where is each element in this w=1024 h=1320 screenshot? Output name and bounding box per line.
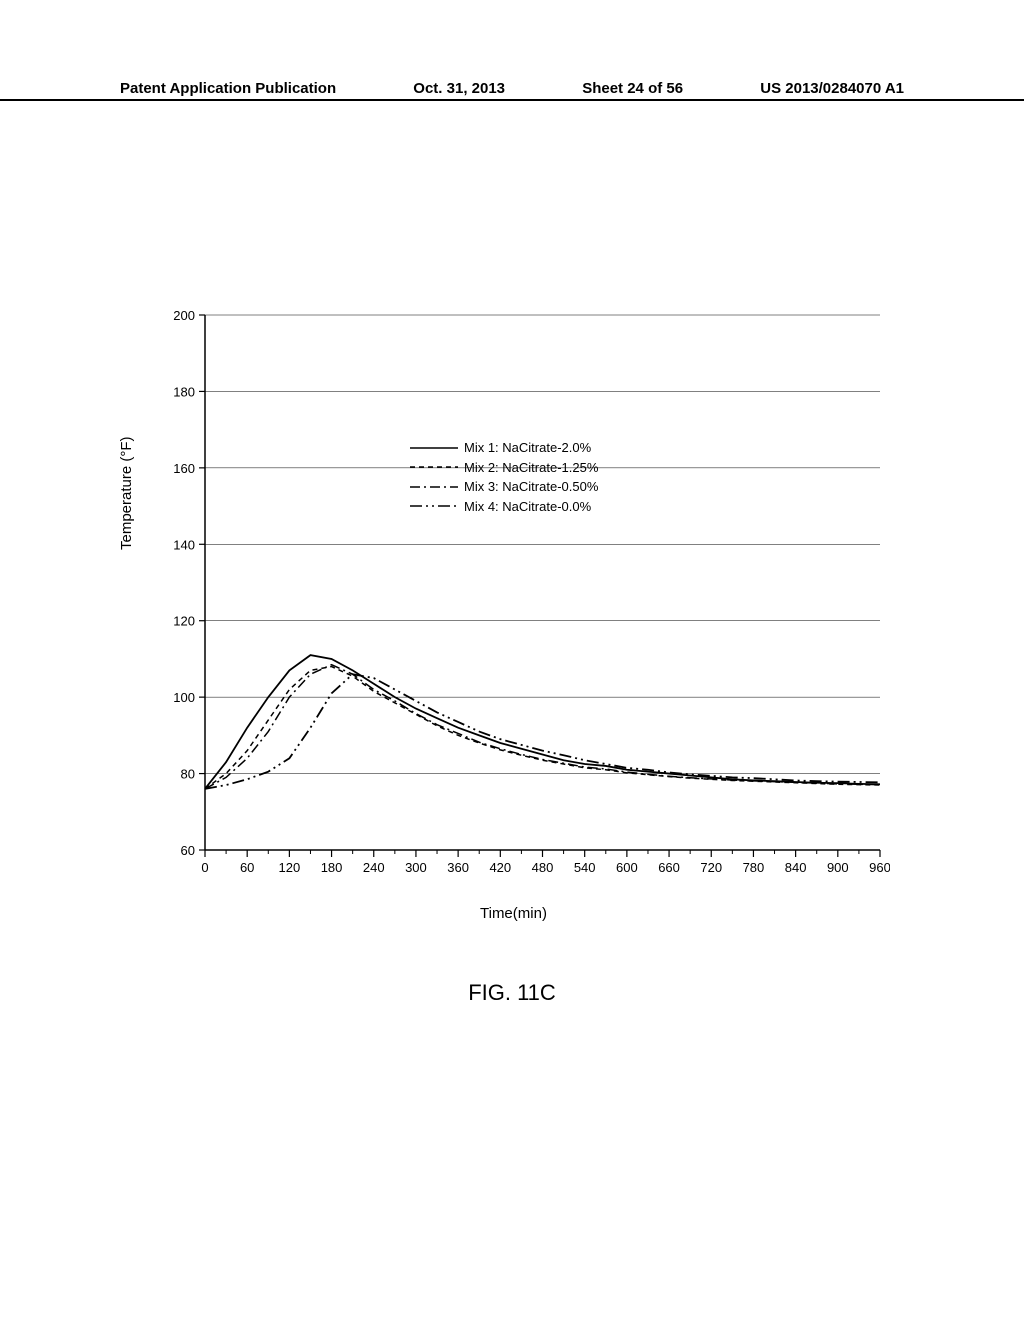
chart-svg: 60 80 100 120 140 160 180 200 0 60 120 180 240 300 360… <box>150 310 890 890</box>
svg-text:120: 120 <box>279 860 301 875</box>
svg-text:420: 420 <box>489 860 511 875</box>
svg-text:60: 60 <box>240 860 254 875</box>
patent-header: Patent Application Publication Oct. 31, … <box>0 80 1024 101</box>
legend-line-icon <box>410 499 458 513</box>
svg-text:600: 600 <box>616 860 638 875</box>
header-pubno: US 2013/0284070 A1 <box>760 80 904 97</box>
svg-text:0: 0 <box>201 860 208 875</box>
chart-container: 60 80 100 120 140 160 180 200 0 60 120 180 240 300 360… <box>150 310 890 890</box>
svg-text:480: 480 <box>532 860 554 875</box>
legend-label: Mix 2: NaCitrate-1.25% <box>464 458 598 478</box>
svg-text:160: 160 <box>173 461 195 476</box>
x-axis-label: Time(min) <box>480 905 547 922</box>
header-date: Oct. 31, 2013 <box>413 80 505 97</box>
figure-label: FIG. 11C <box>0 980 1024 1006</box>
legend-item: Mix 3: NaCitrate-0.50% <box>410 477 598 497</box>
svg-text:900: 900 <box>827 860 849 875</box>
legend-line-icon <box>410 480 458 494</box>
header-sheet: Sheet 24 of 56 <box>582 80 683 97</box>
header-pub-type: Patent Application Publication <box>120 80 336 97</box>
svg-text:200: 200 <box>173 310 195 323</box>
legend-line-icon <box>410 460 458 474</box>
legend-line-icon <box>410 441 458 455</box>
legend: Mix 1: NaCitrate-2.0%Mix 2: NaCitrate-1.… <box>410 438 598 516</box>
svg-text:180: 180 <box>173 384 195 399</box>
legend-item: Mix 1: NaCitrate-2.0% <box>410 438 598 458</box>
svg-text:60: 60 <box>181 843 195 858</box>
y-axis-label: Temperature (°F) <box>118 436 135 550</box>
svg-text:100: 100 <box>173 690 195 705</box>
svg-text:180: 180 <box>321 860 343 875</box>
svg-text:960: 960 <box>869 860 890 875</box>
svg-text:720: 720 <box>700 860 722 875</box>
svg-text:840: 840 <box>785 860 807 875</box>
svg-text:360: 360 <box>447 860 469 875</box>
legend-label: Mix 3: NaCitrate-0.50% <box>464 477 598 497</box>
svg-text:240: 240 <box>363 860 385 875</box>
svg-text:80: 80 <box>181 767 195 782</box>
svg-text:660: 660 <box>658 860 680 875</box>
legend-item: Mix 4: NaCitrate-0.0% <box>410 497 598 517</box>
svg-text:140: 140 <box>173 537 195 552</box>
svg-text:300: 300 <box>405 860 427 875</box>
legend-label: Mix 4: NaCitrate-0.0% <box>464 497 591 517</box>
legend-label: Mix 1: NaCitrate-2.0% <box>464 438 591 458</box>
svg-text:540: 540 <box>574 860 596 875</box>
svg-text:780: 780 <box>743 860 765 875</box>
legend-item: Mix 2: NaCitrate-1.25% <box>410 458 598 478</box>
svg-text:120: 120 <box>173 614 195 629</box>
